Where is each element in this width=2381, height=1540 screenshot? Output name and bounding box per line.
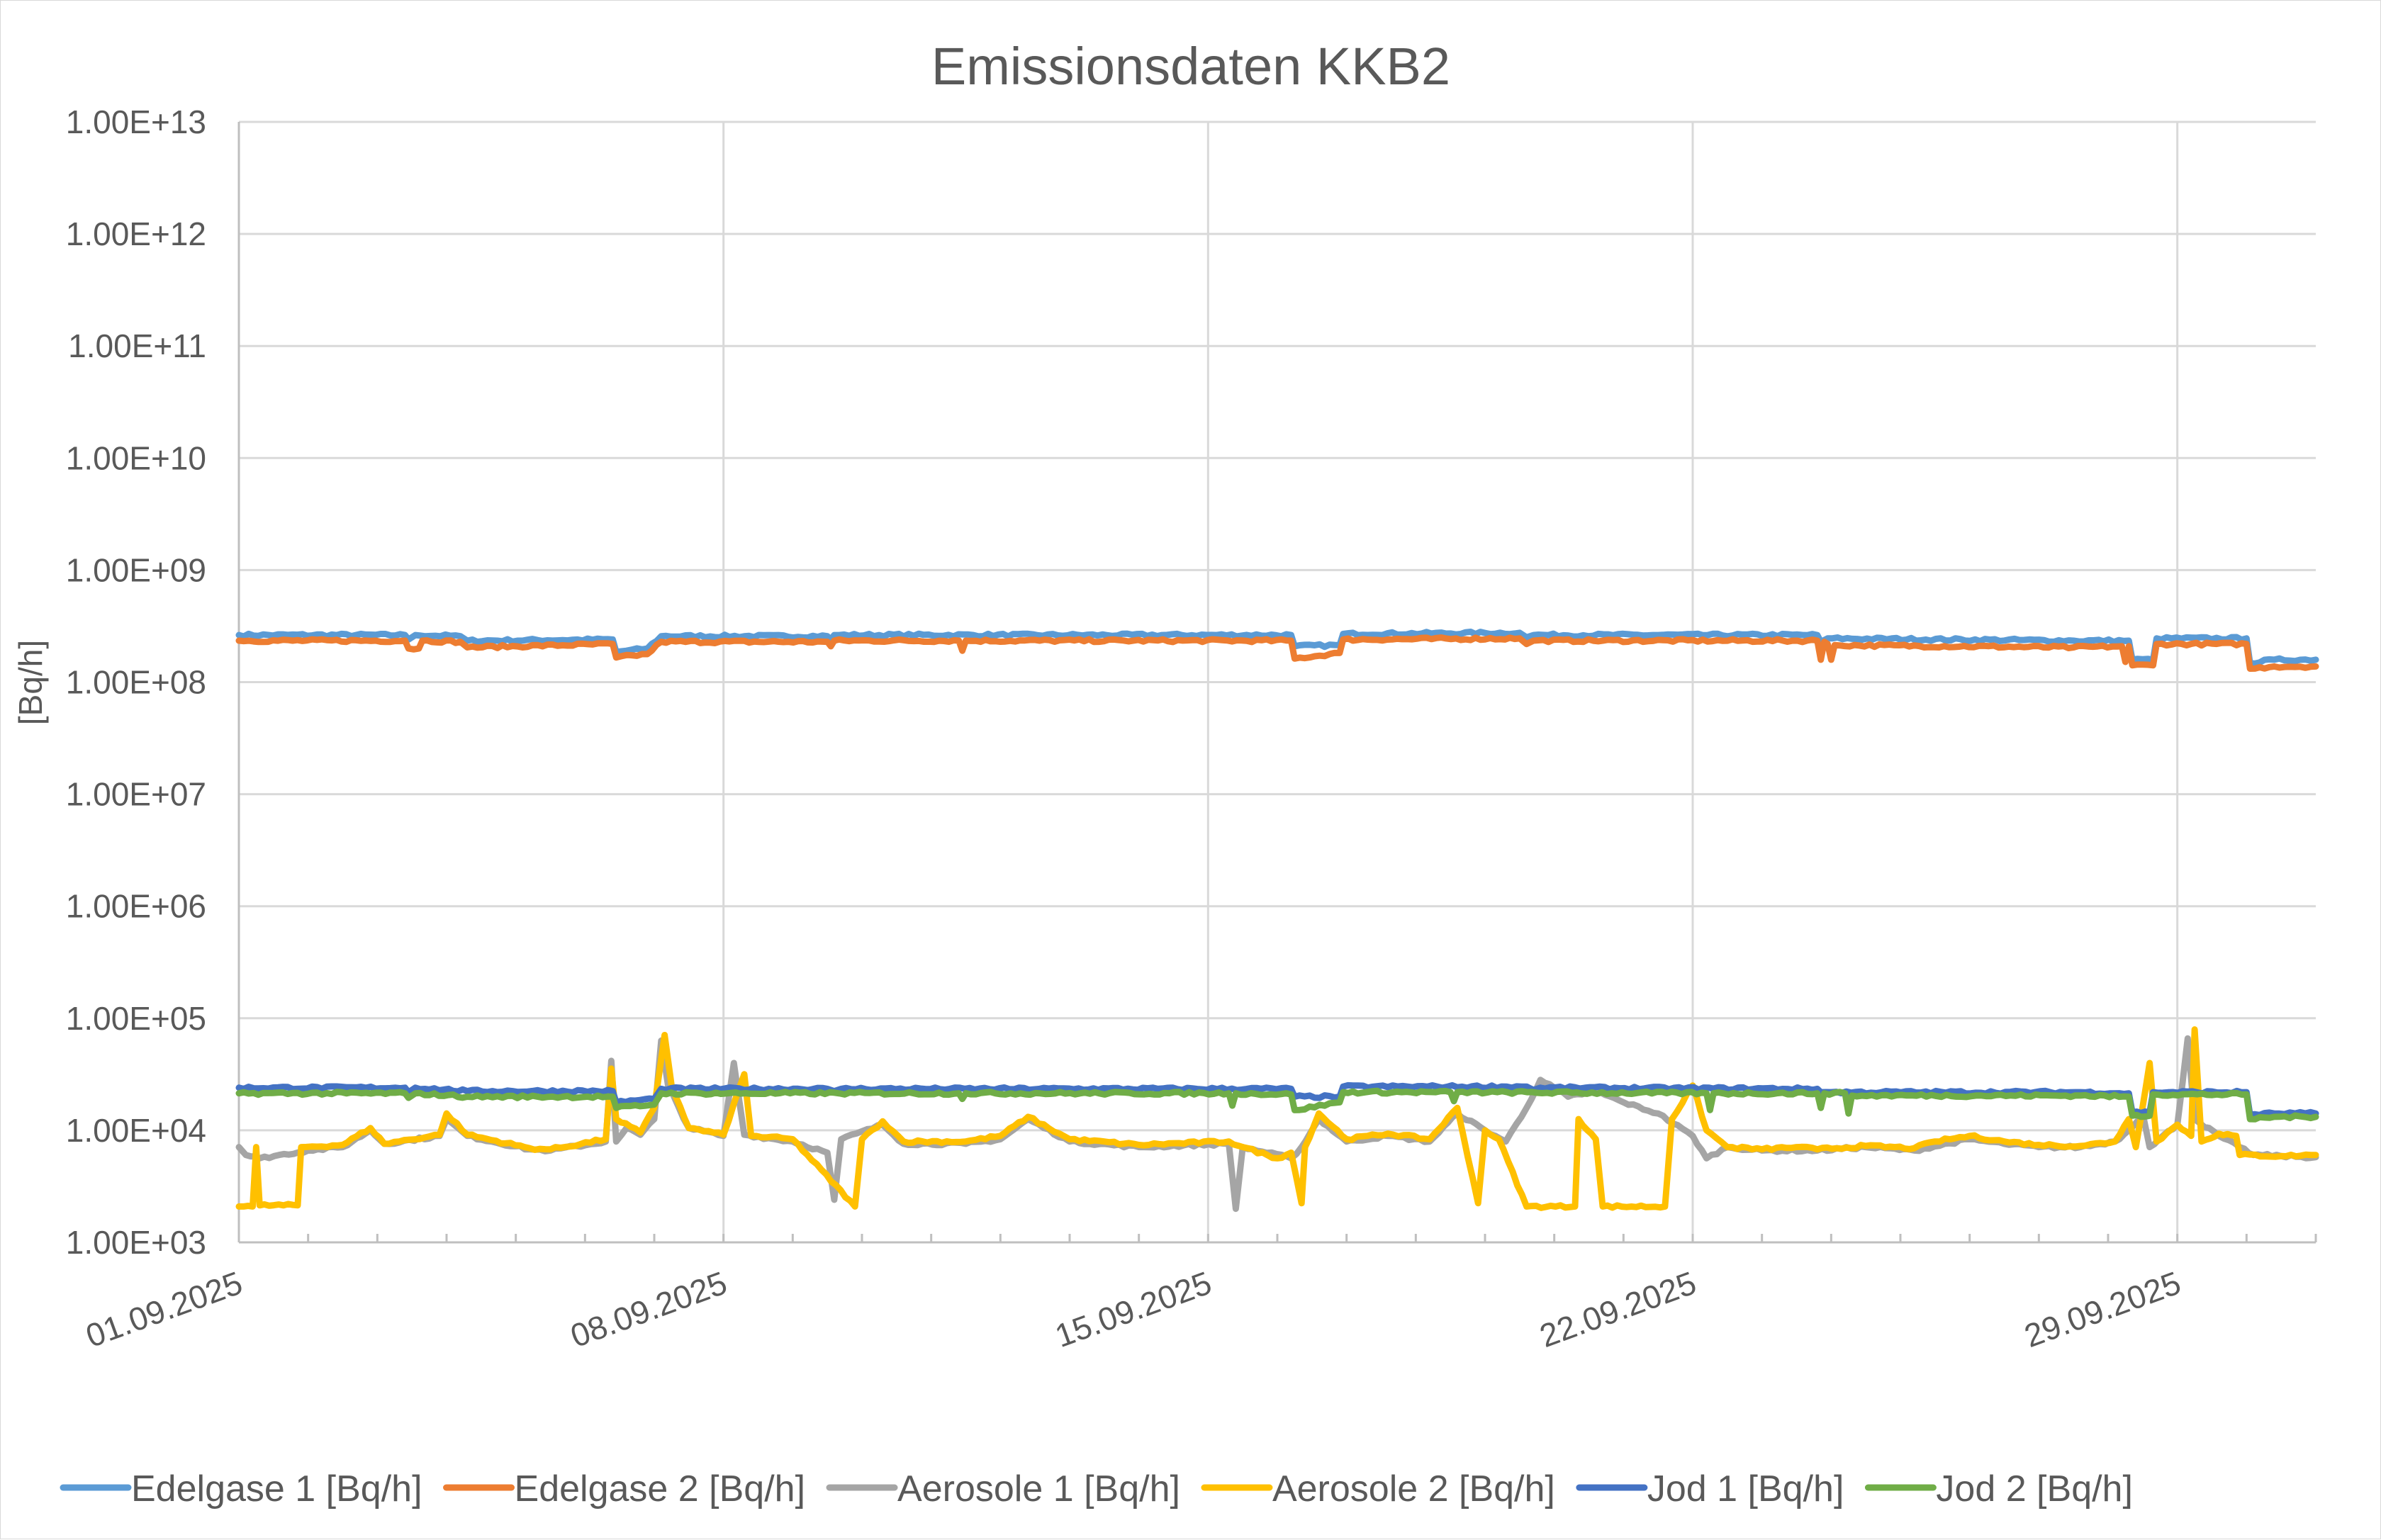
x-tick-label: 01.09.2025 — [81, 1264, 247, 1355]
legend-label: Aerosole 2 [Bq/h] — [1272, 1468, 1555, 1510]
y-tick-label: 1.00E+12 — [66, 215, 206, 252]
legend-label: Edelgase 1 [Bq/h] — [131, 1468, 422, 1510]
chart-title: Emissionsdaten KKB2 — [931, 37, 1450, 96]
x-tick-label: 22.09.2025 — [1535, 1264, 1701, 1355]
y-tick-label: 1.00E+04 — [66, 1112, 206, 1149]
y-tick-label: 1.00E+03 — [66, 1224, 206, 1261]
series-line — [235, 1026, 2319, 1211]
y-tick-label: 1.00E+08 — [66, 664, 206, 701]
y-tick-label: 1.00E+10 — [66, 439, 206, 476]
legend-item[interactable]: Aerosole 1 [Bq/h] — [826, 1468, 1180, 1510]
legend: Edelgase 1 [Bq/h] Edelgase 2 [Bq/h] Aeroso… — [60, 1468, 2133, 1510]
series-line — [235, 1087, 2319, 1123]
x-gridlines — [722, 122, 2179, 1242]
y-gridlines — [239, 120, 2316, 1244]
y-tick-label: 1.00E+07 — [66, 776, 206, 813]
y-tick-label: 1.00E+09 — [66, 551, 206, 588]
x-tick-label: 15.09.2025 — [1051, 1264, 1216, 1355]
legend-item[interactable]: Edelgase 1 [Bq/h] — [60, 1468, 422, 1510]
y-tick-label: 1.00E+06 — [66, 888, 206, 925]
x-axis-tick-labels: 01.09.2025 08.09.2025 15.09.2025 22.09.2025… — [81, 1264, 2185, 1355]
y-axis-tick-labels: 1.00E+13 1.00E+12 1.00E+11 1.00E+10 1.00E+09… — [66, 103, 206, 1261]
axes — [237, 122, 2317, 1244]
series-line — [235, 634, 2319, 672]
legend-label: Jod 2 [Bq/h] — [1936, 1468, 2133, 1510]
y-tick-label: 1.00E+05 — [66, 1000, 206, 1037]
legend-label: Aerosole 1 [Bq/h] — [897, 1468, 1180, 1510]
y-tick-label: 1.00E+13 — [66, 103, 206, 140]
series-line — [235, 1081, 2319, 1118]
y-axis-title: [Bq/h] — [12, 640, 49, 725]
y-tick-label: 1.00E+11 — [68, 327, 206, 364]
legend-item[interactable]: Jod 1 [Bq/h] — [1576, 1468, 1844, 1510]
x-tick-label: 08.09.2025 — [566, 1264, 732, 1355]
legend-item[interactable]: Aerosole 2 [Bq/h] — [1201, 1468, 1555, 1510]
x-tick-label: 29.09.2025 — [2019, 1264, 2185, 1355]
legend-label: Jod 1 [Bq/h] — [1647, 1468, 1844, 1510]
legend-label: Edelgase 2 [Bq/h] — [515, 1468, 806, 1510]
series-line — [235, 629, 2319, 667]
legend-item[interactable]: Edelgase 2 [Bq/h] — [443, 1468, 806, 1510]
legend-item[interactable]: Jod 2 [Bq/h] — [1864, 1468, 2133, 1510]
series-line — [235, 1035, 2319, 1213]
series-layer — [235, 629, 2319, 1213]
